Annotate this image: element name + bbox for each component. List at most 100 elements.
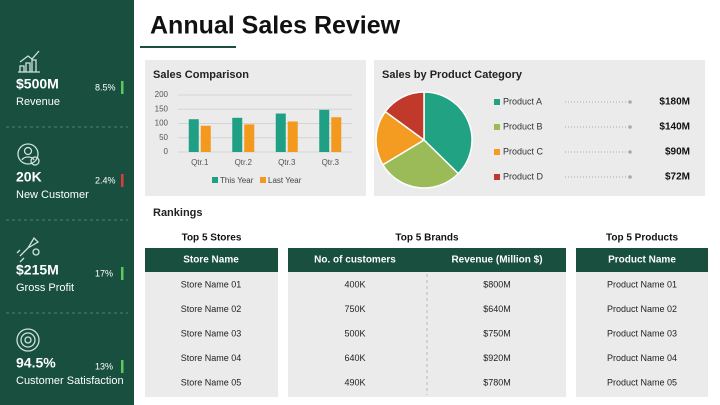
bar	[188, 119, 199, 152]
table-cell: Product Name 04	[607, 353, 677, 363]
y-tick-label: 0	[164, 147, 169, 156]
table-header: Store Name	[183, 255, 239, 266]
legend-swatch	[260, 177, 266, 183]
table-header-bg	[288, 248, 566, 272]
table-cell: 400K	[344, 279, 365, 289]
bar	[331, 117, 342, 152]
legend-swatch	[494, 99, 500, 105]
value-label: $140M	[659, 122, 690, 133]
pie-slice	[384, 91, 425, 142]
chart-title: Sales by Product Category	[382, 69, 523, 81]
kpi-label: Customer Satisfaction	[16, 375, 124, 387]
kpi-value: $215M	[16, 262, 59, 278]
x-tick-label: Qtr.1	[191, 158, 209, 167]
bar	[232, 117, 243, 152]
x-tick-label: Qtr.3	[322, 158, 340, 167]
kpi-value: $500M	[16, 76, 59, 92]
legend-label: Product A	[503, 96, 542, 106]
sidebar	[0, 0, 134, 405]
table-cell: $800M	[483, 279, 511, 289]
kpi-change: 13%	[95, 361, 113, 371]
kpi-icons	[16, 50, 40, 352]
table-cell: Store Name 05	[181, 377, 242, 387]
pie-slice	[423, 91, 473, 175]
tables: Top 5 Stores Store Name Store Name 01 Store…	[145, 233, 708, 397]
charts: 0 50 100 150 200 Qtr.1 Qtr.2 Qtr.3 Qtr.3 This Yea…	[155, 90, 690, 189]
section-title: Rankings	[153, 207, 203, 219]
table-cell: Product Name 03	[607, 328, 677, 338]
legend-swatch	[494, 174, 500, 180]
value-label: $72M	[665, 172, 690, 183]
table-cell: 640K	[344, 353, 365, 363]
value-label: $90M	[665, 147, 690, 158]
kpi-label: Gross Profit	[16, 282, 74, 294]
y-tick-label: 100	[155, 119, 169, 128]
bar	[275, 113, 286, 152]
legend-label: Product B	[503, 121, 543, 131]
legend-swatch	[212, 177, 218, 183]
kpi-label: Revenue	[16, 96, 60, 108]
table-title: Top 5 Stores	[182, 233, 242, 244]
bar	[200, 125, 211, 152]
table-cell: Store Name 04	[181, 353, 242, 363]
x-tick-label: Qtr.2	[235, 158, 253, 167]
leader-dot	[628, 125, 632, 129]
table-cell: Store Name 01	[181, 279, 242, 289]
value-label: $180M	[659, 97, 690, 108]
y-tick-label: 200	[155, 90, 169, 99]
leader-dot	[628, 150, 632, 154]
table-header: Product Name	[608, 255, 676, 266]
table-cell: Product Name 01	[607, 279, 677, 289]
table-header-bg	[576, 248, 708, 272]
legend-swatch	[494, 124, 500, 130]
table-cell: Product Name 02	[607, 304, 677, 314]
table-cell: Store Name 03	[181, 328, 242, 338]
table-title: Top 5 Products	[606, 233, 678, 244]
sidebar-dividers	[6, 126, 128, 314]
trend-indicator	[121, 267, 124, 280]
trend-indicator	[121, 174, 124, 187]
table-header: Revenue (Million $)	[451, 255, 542, 266]
kpi-change: 2.4%	[95, 175, 116, 185]
legend-swatch	[494, 149, 500, 155]
kpi-value: 20K	[16, 169, 42, 185]
leader-dot	[628, 175, 632, 179]
table-header: No. of customers	[314, 255, 396, 266]
kpi-label: New Customer	[16, 189, 89, 201]
table-cell: $640M	[483, 304, 511, 314]
trend-indicator	[121, 81, 124, 94]
trend-indicator	[121, 360, 124, 373]
table-cell: 750K	[344, 304, 365, 314]
kpi-list: $500M Revenue 8.5% 20K New Customer 2.4% $215M…	[16, 76, 124, 387]
table-cell: Store Name 02	[181, 304, 242, 314]
table-cell: Product Name 05	[607, 377, 677, 387]
table-cell: $920M	[483, 353, 511, 363]
table-title: Top 5 Brands	[395, 233, 459, 244]
leader-dot	[628, 100, 632, 104]
legend-label: This Year	[220, 176, 254, 185]
table-body-bg	[145, 272, 278, 397]
table-body-bg	[576, 272, 708, 397]
bar	[244, 124, 255, 152]
kpi-change: 8.5%	[95, 82, 116, 92]
pie-slice	[375, 110, 426, 166]
legend-label: Last Year	[268, 176, 302, 185]
table-header-bg	[145, 248, 278, 272]
legend-label: Product C	[503, 146, 544, 156]
table-cell: $750M	[483, 328, 511, 338]
x-tick-label: Qtr.3	[278, 158, 296, 167]
table-cell: $780M	[483, 377, 511, 387]
table-cell: 500K	[344, 328, 365, 338]
kpi-value: 94.5%	[16, 355, 56, 371]
bar	[319, 109, 330, 152]
table-cell: 490K	[344, 377, 365, 387]
chart-title: Sales Comparison	[153, 69, 249, 81]
bar	[287, 121, 298, 152]
pie-slice	[381, 139, 460, 189]
page-title: Annual Sales Review	[150, 12, 401, 40]
y-tick-label: 50	[159, 133, 168, 142]
y-tick-label: 150	[155, 104, 169, 113]
kpi-change: 17%	[95, 268, 113, 278]
legend-label: Product D	[503, 171, 544, 181]
